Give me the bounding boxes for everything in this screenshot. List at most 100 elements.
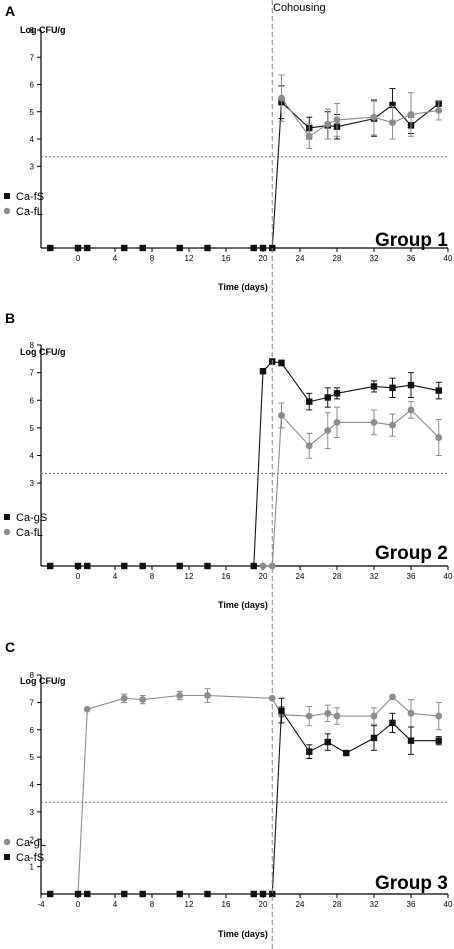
panel-b-series-ca-gs-point xyxy=(47,562,54,570)
panel-c-series-ca-fs-point xyxy=(176,890,183,898)
panel-a: A Log CFU/g Time (days) Group 1 3 4 5 6 7 8 0 4… xyxy=(3,3,453,292)
panel-c-y-tick-label: 4 xyxy=(30,781,35,790)
panel-b-y-tick-label: 5 xyxy=(30,424,35,433)
panel-b-legend-marker xyxy=(4,514,10,520)
panel-a-x-tick-label: 16 xyxy=(222,254,231,263)
panel-b-legend-label: Ca-fL xyxy=(16,527,43,539)
panel-a-series-ca-fl-point xyxy=(324,120,332,128)
panel-c-series-ca-gl-point xyxy=(435,712,443,720)
panel-a-series-ca-fs-point xyxy=(389,101,396,109)
panel-a-series-ca-fl-point xyxy=(407,111,415,118)
panel-b-x-tick-label: 12 xyxy=(185,572,194,581)
panel-b-series-ca-gs-point xyxy=(259,368,267,375)
panel-a-y-tick-label: 7 xyxy=(30,53,35,62)
panel-c-series-ca-fs-point xyxy=(74,890,82,898)
panel-a-legend-label: Ca-fL xyxy=(16,206,43,218)
panel-c-series-ca-fs-point xyxy=(389,719,396,727)
panel-b-series-ca-fl-point xyxy=(278,412,285,419)
panel-c-y-tick-label: 7 xyxy=(30,698,35,707)
panel-a-series-ca-fs-line xyxy=(50,101,440,249)
panel-b-y-tick-label: 3 xyxy=(30,479,35,488)
panel-b-group-label: Group 2 xyxy=(375,543,448,564)
panel-b-x-tick-label: 32 xyxy=(370,572,379,581)
panel-c-series-ca-gl-point xyxy=(407,709,415,717)
panel-b-x-tick-label: 28 xyxy=(333,572,342,581)
panel-c-x-tick-label: -4 xyxy=(37,900,45,909)
panel-c-series-ca-gl-point xyxy=(389,693,396,701)
panel-a-legend-marker xyxy=(3,207,11,215)
panel-a-series-ca-fl-point xyxy=(333,116,341,124)
panel-a-series-ca-fs-point xyxy=(84,244,91,252)
panel-c-legend-marker xyxy=(4,854,10,860)
panel-b-series-ca-gs-point xyxy=(176,562,183,570)
panel-a-x-tick-label: 32 xyxy=(370,254,379,263)
panel-b-legend-label: Ca-gS xyxy=(16,512,47,524)
panel-b-series-ca-gs-point xyxy=(407,381,415,389)
panel-c-series-ca-fs-point xyxy=(306,748,313,755)
panel-c-series-ca-fs-point xyxy=(324,738,331,746)
panel-b-series-ca-gs-point xyxy=(278,359,285,367)
panel-b-series-ca-fl-point xyxy=(268,562,276,570)
panel-b-series-ca-gs-point xyxy=(435,387,442,394)
panel-b-series-ca-fl-point xyxy=(407,406,415,414)
panel-a-xlabel: Time (days) xyxy=(218,282,268,292)
panel-a-legend-marker xyxy=(4,193,10,199)
panel-b-series-ca-gs-point xyxy=(84,562,91,570)
panel-b-x-tick-label: 16 xyxy=(222,572,231,581)
panel-b-series-ca-fl-point xyxy=(324,427,332,435)
cohousing-label: Cohousing xyxy=(273,2,326,14)
panel-c-series-ca-fs-point xyxy=(121,890,128,898)
panel-a-series-ca-fl-line xyxy=(281,97,439,138)
panel-c-series-ca-gl-point xyxy=(176,692,184,699)
panel-a-series-ca-fl-point xyxy=(305,132,313,140)
panel-c-series-ca-fs-line xyxy=(50,708,439,895)
panel-c-legend-marker xyxy=(3,838,11,846)
panel-c-series-ca-fs-point xyxy=(407,737,415,744)
panel-c-x-tick-label: 12 xyxy=(185,900,194,909)
panel-c-x-tick-label: 4 xyxy=(113,900,118,909)
panel-c: C Log CFU/g Time (days) Group 3 12345678… xyxy=(3,639,453,939)
panel-a-series-ca-fs-point xyxy=(139,244,146,252)
panel-b-x-tick-label: 8 xyxy=(150,572,155,581)
panel-b-x-tick-label: 20 xyxy=(259,572,268,581)
panel-c-series-ca-fs-point xyxy=(435,737,442,744)
panel-a-y-tick-label: 6 xyxy=(30,81,35,90)
panel-c-x-tick-label: 16 xyxy=(222,900,231,909)
panel-b-series-ca-fl-point xyxy=(370,418,378,426)
panel-a-x-tick-label: 28 xyxy=(333,254,342,263)
panel-b-x-tick-label: 24 xyxy=(296,572,305,581)
panel-b-series-ca-gs-point xyxy=(250,562,257,570)
panel-b-series-ca-gs-point xyxy=(121,562,128,570)
panel-c-x-tick-label: 32 xyxy=(370,900,379,909)
panel-c-y-tick-label: 2 xyxy=(30,835,35,844)
panel-c-series-ca-gl-point xyxy=(120,694,128,702)
cohousing-annotation: Cohousing xyxy=(271,0,326,949)
panel-a-y-tick-label: 3 xyxy=(30,162,35,171)
panel-c-series-ca-gl-point xyxy=(324,709,332,717)
panel-a-x-tick-label: 12 xyxy=(185,254,194,263)
panel-b-ylabel: Log CFU/g xyxy=(20,347,66,357)
panel-letter-b: B xyxy=(5,310,15,326)
panel-c-y-tick-label: 1 xyxy=(30,863,35,872)
panel-c-series-ca-fs-point xyxy=(269,890,276,898)
panel-a-series-ca-fs-point xyxy=(74,244,82,252)
panel-c-series-ca-fs-point xyxy=(343,749,350,757)
panel-a-x-tick-label: 36 xyxy=(407,254,416,263)
panel-a-series-ca-fs-point xyxy=(121,244,128,252)
panel-b-series-ca-gs-point xyxy=(139,562,146,570)
panel-b-y-tick-label: 7 xyxy=(30,369,35,378)
panel-c-y-tick-label: 5 xyxy=(30,753,35,762)
panel-a-x-tick-label: 24 xyxy=(296,254,305,263)
panel-b-x-tick-label: 36 xyxy=(407,572,416,581)
panel-c-y-tick-label: 6 xyxy=(30,726,35,735)
panel-a-x-tick-label: 40 xyxy=(444,254,453,263)
panel-a-x-tick-label: 4 xyxy=(113,254,118,263)
panel-b-legend-marker xyxy=(3,528,11,536)
panel-c-series-ca-fs-point xyxy=(259,890,267,898)
panel-c-series-ca-gl-point xyxy=(333,712,341,720)
panel-b-y-tick-label: 6 xyxy=(30,396,35,405)
panel-b-y-tick-label: 4 xyxy=(30,452,35,461)
panel-b: B Log CFU/g Time (days) Group 2 3 4 5 6 7 8 0 4… xyxy=(3,310,453,610)
panel-c-series-ca-fs-point xyxy=(139,890,146,898)
panel-c-x-tick-label: 20 xyxy=(259,900,268,909)
